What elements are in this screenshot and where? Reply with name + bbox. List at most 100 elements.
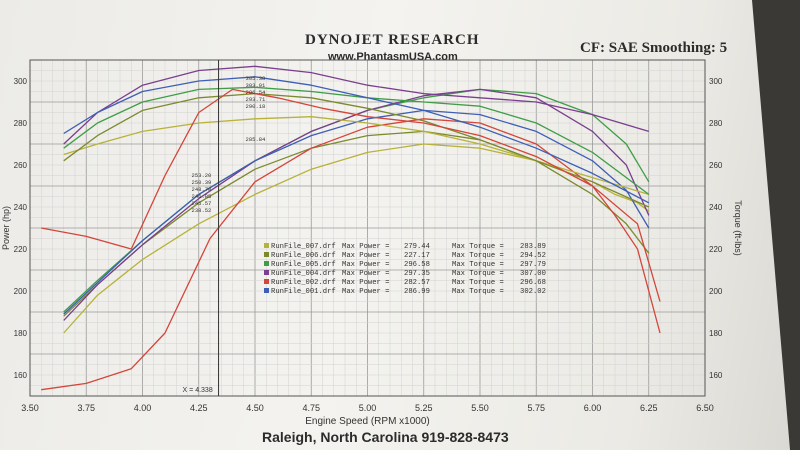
x-tick-label: 4.50 [246,403,264,413]
legend-file: RunFile_002.drf [271,279,336,287]
cursor-power-reading: 238.52 [192,207,212,214]
legend-swatch [264,243,269,248]
legend-power-label: Max Power = [342,243,389,251]
series-line-torque-runfile_001 [63,76,650,204]
legend-power-value: 282.57 [404,279,430,287]
right-tick-label: 300 [709,77,723,86]
shop-location-phone: Raleigh, North Carolina 919-828-8473 [262,429,509,445]
cursor-power-reading: 248.78 [192,186,212,193]
right-tick-label: 260 [709,161,723,170]
cursor-torque-reading: 296.54 [246,89,267,96]
series-lines [41,65,661,391]
left-axis-label: Power (hp) [1,206,11,250]
x-tick-label: 6.50 [696,403,714,413]
series-line-power-runfile_004 [63,88,650,321]
plot-frame [29,59,706,397]
cursor-power-reading: 253.20 [192,172,212,179]
legend-power-label: Max Power = [342,279,389,287]
right-tick-label: 160 [709,371,723,380]
legend-torque-label: Max Torque = [452,261,504,269]
x-tick-label: 3.75 [77,403,95,413]
legend-power-label: Max Power = [342,252,389,260]
legend-torque-value: 297.79 [520,261,546,269]
series-line-torque-runfile_005 [63,86,650,195]
legend-power-label: Max Power = [342,261,389,269]
series-line-power-runfile_001 [63,109,650,315]
cursor-torque-reading: 293.71 [246,96,267,103]
left-tick-label: 180 [14,329,28,338]
left-tick-label: 300 [14,77,28,86]
cursor-torque-reading: 290.18 [246,103,266,110]
legend-swatch [264,288,269,293]
legend: RunFile_007.drf Max Power = 279.44 Max Torq… [264,243,546,296]
series-line-torque-runfile_004 [63,65,649,145]
correction-settings: CF: SAE Smoothing: 5 [580,40,728,56]
series-line-power-runfile_002 [41,118,661,391]
cursor-torque-reading: 305.38 [246,75,266,82]
right-tick-label: 200 [709,287,723,296]
x-tick-label: 3.50 [21,403,39,413]
right-axis-label: Torque (ft-lbs) [733,200,743,256]
legend-power-value: 279.44 [404,243,430,251]
legend-power-value: 227.17 [404,252,430,260]
legend-torque-label: Max Torque = [452,279,504,287]
left-tick-label: 200 [14,287,28,296]
cursor-power-reading: 250.39 [192,179,212,186]
legend-torque-value: 296.68 [520,279,546,287]
legend-power-value: 286.99 [404,288,430,296]
x-tick-label: 5.50 [471,403,489,413]
legend-swatch [264,261,269,266]
legend-torque-value: 294.52 [520,252,546,260]
legend-swatch [264,279,269,284]
legend-torque-value: 302.02 [520,288,546,296]
x-tick-label: 5.25 [415,403,433,413]
legend-file: RunFile_006.drf [271,252,336,260]
left-tick-label: 240 [14,203,28,212]
x-tick-label: 5.75 [527,403,545,413]
legend-file: RunFile_004.drf [271,270,336,278]
left-axis-ticks: 300 280 260 240 220 200 180 160 [14,77,28,380]
x-tick-label: 5.00 [359,403,377,413]
x-tick-label: 6.25 [640,403,658,413]
series-line-torque-runfile_006 [63,92,650,208]
x-tick-label: 4.75 [302,403,320,413]
series-line-torque-runfile_002 [41,88,661,302]
x-tick-label: 4.25 [190,403,208,413]
legend-swatch [264,252,269,257]
cursor-torque-reading: 285.84 [246,136,267,143]
legend-torque-label: Max Torque = [452,288,504,296]
left-tick-label: 220 [14,245,28,254]
legend-power-value: 296.58 [404,261,430,269]
left-tick-label: 280 [14,119,28,128]
left-tick-label: 260 [14,161,28,170]
legend-torque-label: Max Torque = [452,252,504,260]
legend-power-label: Max Power = [342,288,389,296]
cursor-power-reading: 246.85 [192,193,212,200]
cursor-x-readout: X = 4.338 [183,387,213,394]
x-axis-label: Engine Speed (RPM x1000) [305,416,430,427]
legend-file: RunFile_007.drf [271,243,336,251]
legend-power-value: 297.35 [404,270,430,278]
legend-torque-value: 307.00 [520,270,546,278]
legend-file: RunFile_001.drf [271,288,336,296]
right-tick-label: 240 [709,203,723,212]
legend-torque-label: Max Torque = [452,270,504,278]
cursor-power-reading: 245.57 [192,200,212,207]
legend-file: RunFile_005.drf [271,261,336,269]
series-line-torque-runfile_007 [63,116,649,196]
right-axis-ticks: 300 280 260 240 220 200 180 160 [709,77,723,380]
legend-power-label: Max Power = [342,270,389,278]
x-tick-label: 6.00 [584,403,602,413]
legend-swatch [264,270,269,275]
right-tick-label: 180 [709,329,723,338]
cursor-torque-reading: 303.01 [246,82,267,89]
legend-torque-value: 283.89 [520,243,546,251]
right-tick-label: 220 [709,245,723,254]
chart-title: DYNOJET RESEARCH [305,32,480,48]
series-line-power-runfile_007 [63,143,650,334]
left-tick-label: 160 [14,371,28,380]
right-tick-label: 280 [709,119,723,128]
